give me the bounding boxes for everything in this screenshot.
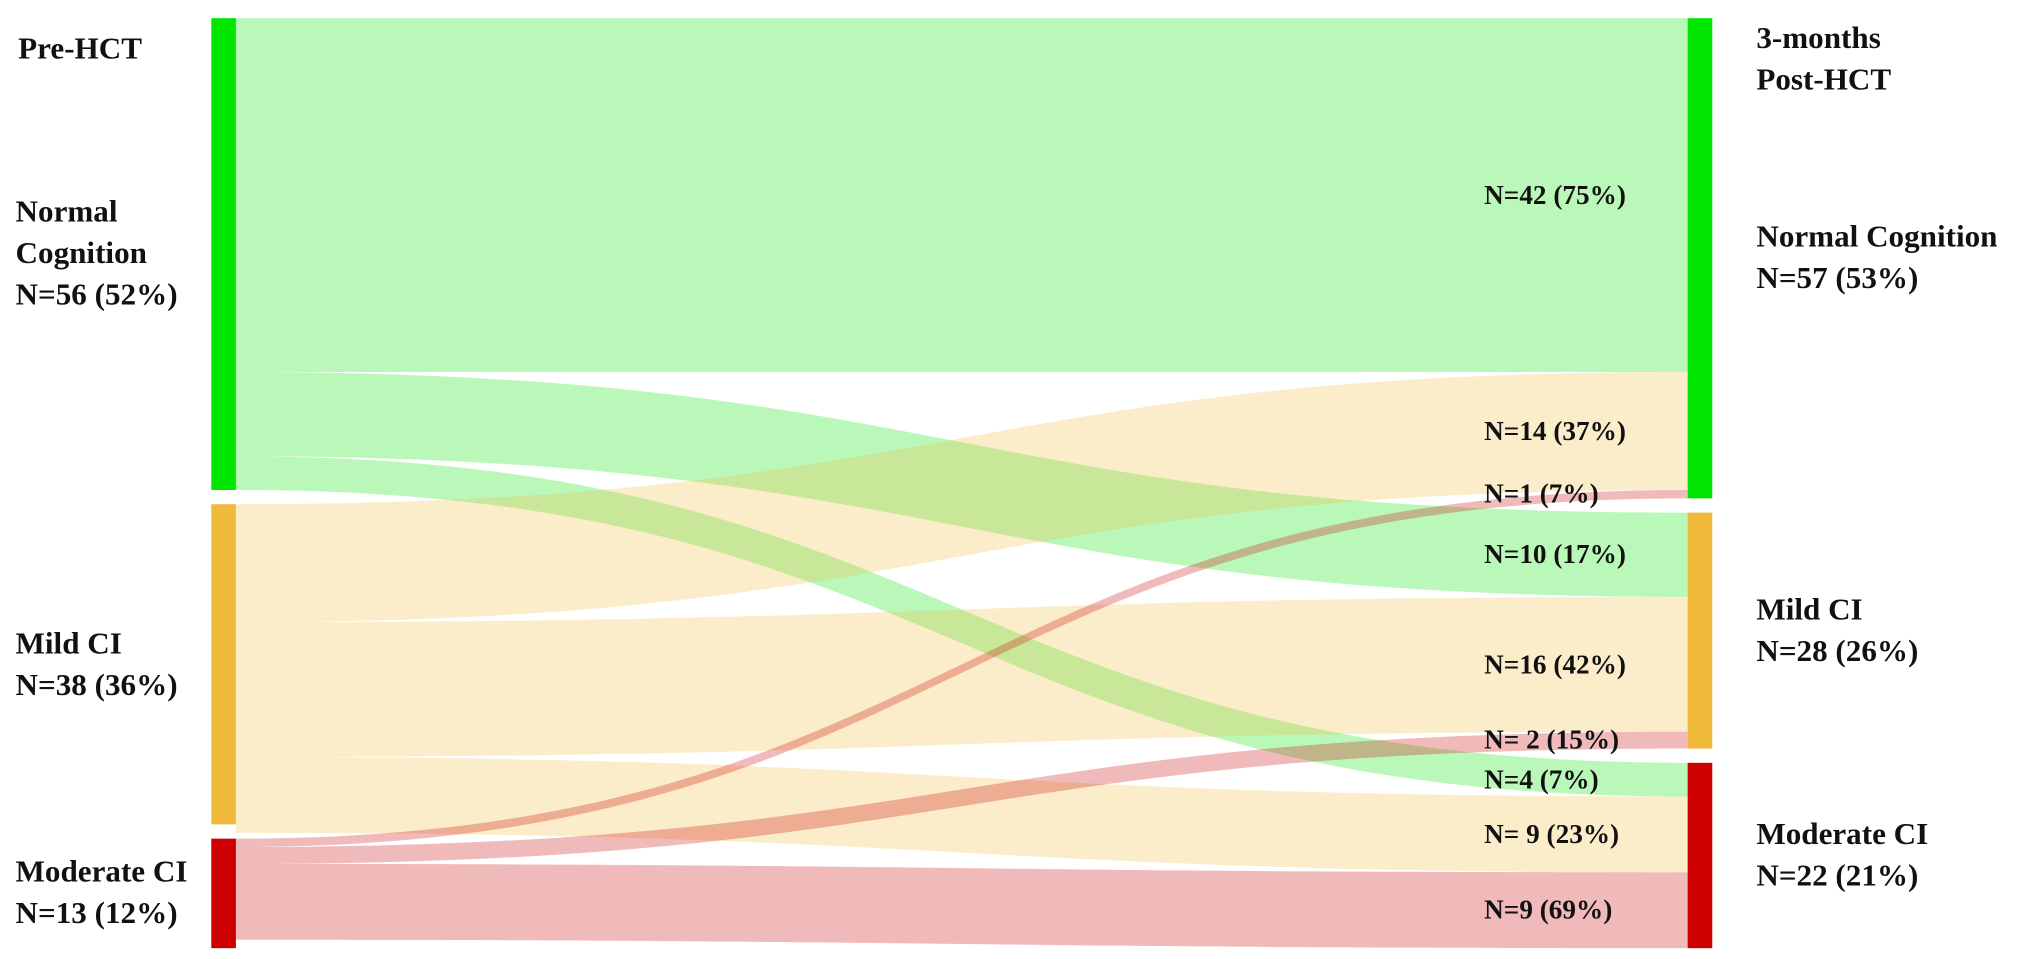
node-value: N=57 (53%): [1756, 262, 1919, 296]
node-name: Mild CI: [15, 626, 122, 661]
node-name: Moderate CI: [15, 855, 188, 890]
node-bar: [211, 838, 236, 949]
flow: [235, 372, 1688, 623]
node-bar: [1687, 512, 1713, 749]
node-label: Normal Cognition N=57 (53%): [1756, 217, 2026, 300]
flow-label: N=42 (75%): [1484, 178, 1626, 210]
node-label: Mild CI N=28 (26%): [1756, 589, 2026, 672]
node-name: Mild CI: [1756, 593, 1863, 627]
node-value: N=56 (52%): [15, 278, 178, 313]
node-name: Normal Cognition: [1756, 220, 1998, 255]
flow-label: N=16 (42%): [1484, 648, 1626, 680]
node-bar: [211, 504, 236, 825]
node-name: Moderate CI: [1756, 817, 1929, 852]
node-bar: [211, 18, 236, 490]
right-title: 3-months Post-HCT: [1756, 22, 1892, 98]
node-label: Moderate CI N=13 (12%): [16, 852, 210, 935]
flow: [235, 756, 1688, 873]
flow-label: N= 9 (23%): [1484, 818, 1620, 850]
node-value: N=13 (12%): [15, 897, 178, 931]
left-title: Pre-HCT: [18, 32, 142, 67]
node-value: N=38 (36%): [15, 668, 178, 702]
node-bar: [1687, 762, 1713, 949]
flow: [235, 18, 1688, 373]
flow: [235, 863, 1688, 949]
node-value: N=28 (26%): [1756, 634, 1919, 669]
flow: [235, 489, 1688, 848]
flow: [235, 596, 1688, 757]
flow-label: N=9 (69%): [1484, 894, 1613, 926]
node-label: Normal Cognition N=56 (52%): [16, 192, 210, 316]
node-bar: [1687, 18, 1713, 499]
node-label: Moderate CI N=22 (21%): [1756, 814, 2026, 897]
flow-label: N=1 (7%): [1484, 477, 1599, 510]
node-value: N=22 (21%): [1756, 859, 1919, 894]
flow: [235, 456, 1688, 797]
node-label: Mild CI N=38 (36%): [16, 623, 210, 706]
flow: [235, 731, 1688, 864]
flow-label: N=4 (7%): [1484, 763, 1599, 795]
node-name: Normal Cognition: [15, 195, 147, 271]
flow-label: N= 2 (15%): [1484, 723, 1620, 756]
flow: [235, 372, 1688, 597]
flow-label: N=10 (17%): [1484, 538, 1626, 570]
flow-label: N=14 (37%): [1484, 414, 1626, 446]
